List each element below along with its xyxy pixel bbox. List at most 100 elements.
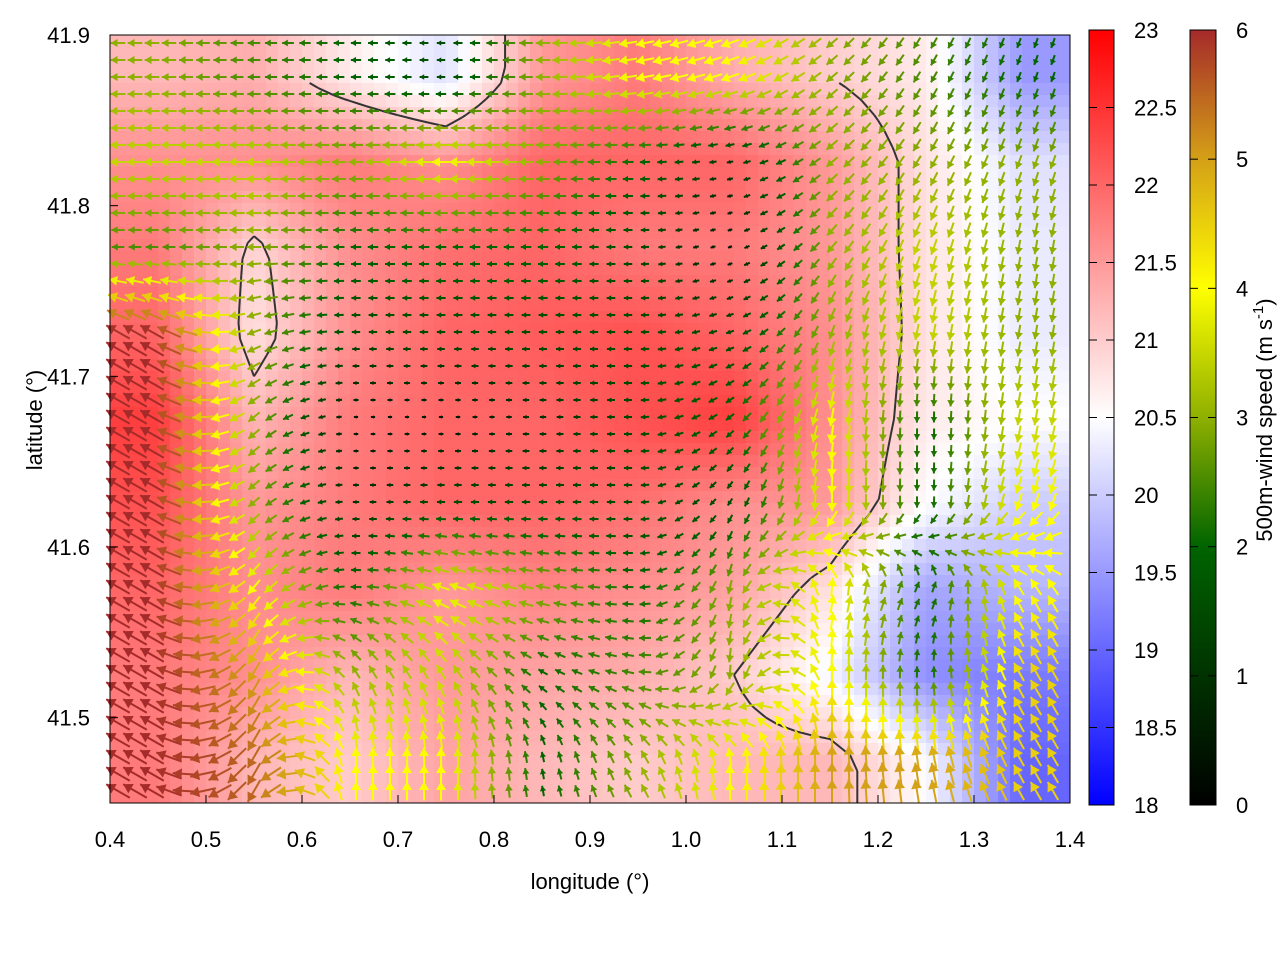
heatmap-cell [1058, 335, 1071, 348]
heatmap-cell [410, 767, 423, 780]
heatmap-cell [110, 167, 123, 180]
heatmap-cell [662, 251, 675, 264]
heatmap-cell [578, 107, 591, 120]
heatmap-cell [506, 167, 519, 180]
heatmap-cell [470, 215, 483, 228]
heatmap-cell [290, 539, 303, 552]
heatmap-cell [734, 239, 747, 252]
heatmap-cell [674, 251, 687, 264]
heatmap-cell [290, 59, 303, 72]
heatmap-cell [542, 335, 555, 348]
heatmap-cell [626, 59, 639, 72]
heatmap-cell [698, 227, 711, 240]
heatmap-cell [374, 119, 387, 132]
heatmap-cell [458, 527, 471, 540]
heatmap-cell [458, 251, 471, 264]
heatmap-cell [770, 659, 783, 672]
heatmap-cell [170, 131, 183, 144]
heatmap-cell [218, 311, 231, 324]
heatmap-cell [626, 35, 639, 48]
heatmap-cell [350, 179, 363, 192]
heatmap-cell [650, 179, 663, 192]
heatmap-cell [530, 239, 543, 252]
heatmap-cell [326, 215, 339, 228]
heatmap-cell [182, 659, 195, 672]
heatmap-cell [578, 383, 591, 396]
heatmap-cell [674, 383, 687, 396]
heatmap-cell [446, 47, 459, 60]
heatmap-cell [362, 335, 375, 348]
heatmap-cell [1058, 227, 1071, 240]
heatmap-cell [446, 215, 459, 228]
heatmap-cell [734, 419, 747, 432]
heatmap-cell [374, 587, 387, 600]
heatmap-cell [494, 443, 507, 456]
heatmap-cell [782, 119, 795, 132]
heatmap-cell [194, 215, 207, 228]
heatmap-cell [902, 755, 915, 768]
heatmap-cell [1058, 179, 1071, 192]
heatmap-cell [278, 539, 291, 552]
heatmap-cell [134, 239, 147, 252]
heatmap-cell [1022, 95, 1035, 108]
heatmap-cell [542, 107, 555, 120]
heatmap-cell [158, 383, 171, 396]
heatmap-cell [338, 395, 351, 408]
heatmap-cell [170, 299, 183, 312]
heatmap-cell [998, 47, 1011, 60]
heatmap-cell [554, 539, 567, 552]
heatmap-cell [746, 299, 759, 312]
heatmap-cell [806, 83, 819, 96]
heatmap-cell [470, 395, 483, 408]
heatmap-cell [350, 251, 363, 264]
heatmap-cell [386, 515, 399, 528]
heatmap-cell [494, 347, 507, 360]
heatmap-cell [542, 59, 555, 72]
heatmap-cell [794, 191, 807, 204]
heatmap-cell [422, 59, 435, 72]
heatmap-cell [398, 539, 411, 552]
heatmap-cell [554, 515, 567, 528]
heatmap-cell [722, 83, 735, 96]
heatmap-cell [506, 83, 519, 96]
heatmap-cell [398, 263, 411, 276]
heatmap-cell [182, 131, 195, 144]
heatmap-cell [326, 47, 339, 60]
heatmap-cell [422, 95, 435, 108]
heatmap-cell [122, 179, 135, 192]
heatmap-cell [434, 371, 447, 384]
heatmap-cell [578, 95, 591, 108]
heatmap-cell [614, 575, 627, 588]
heatmap-cell [434, 59, 447, 72]
heatmap-cell [422, 35, 435, 48]
heatmap-cell [338, 515, 351, 528]
heatmap-cell [350, 539, 363, 552]
heatmap-cell [686, 299, 699, 312]
heatmap-cell [362, 383, 375, 396]
heatmap-cell [554, 299, 567, 312]
heatmap-cell [386, 47, 399, 60]
heatmap-cell [530, 131, 543, 144]
heatmap-cell [674, 299, 687, 312]
heatmap-cell [890, 47, 903, 60]
heatmap-cell [638, 95, 651, 108]
heatmap-cell [722, 299, 735, 312]
heatmap-cell [782, 95, 795, 108]
heatmap-cell [902, 227, 915, 240]
heatmap-cell [482, 239, 495, 252]
heatmap-cell [386, 299, 399, 312]
heatmap-cell [542, 575, 555, 588]
heatmap-cell [410, 755, 423, 768]
heatmap-cell [326, 167, 339, 180]
heatmap-cell [674, 539, 687, 552]
heatmap-cell [806, 215, 819, 228]
heatmap-cell [602, 623, 615, 636]
heatmap-cell [338, 179, 351, 192]
heatmap-cell [410, 707, 423, 720]
heatmap-cell [170, 215, 183, 228]
heatmap-cell [422, 47, 435, 60]
heatmap-cell [314, 515, 327, 528]
heatmap-cell [866, 119, 879, 132]
heatmap-cell [1058, 143, 1071, 156]
heatmap-cell [386, 371, 399, 384]
